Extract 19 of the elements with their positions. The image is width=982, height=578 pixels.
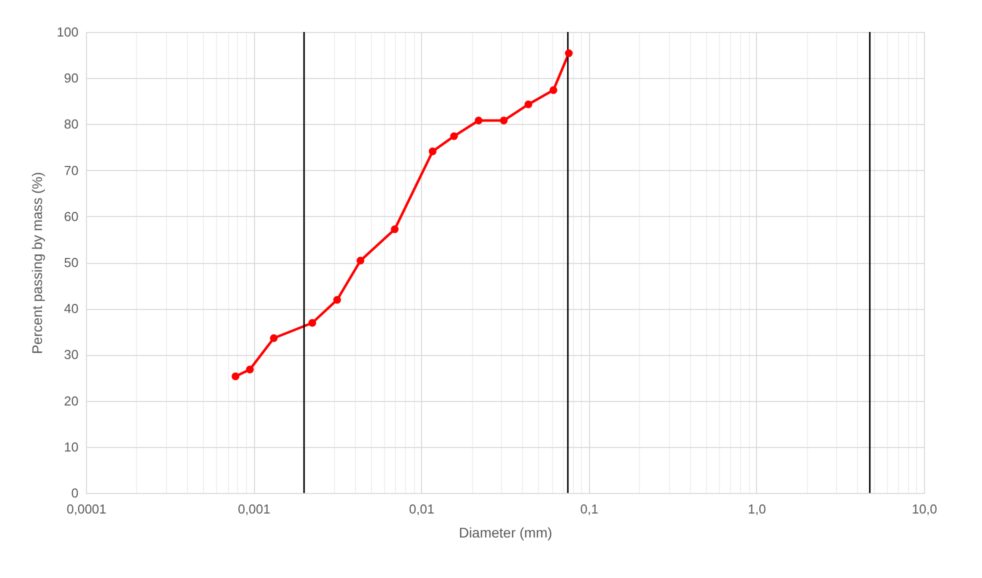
y-tick-label: 70 — [64, 162, 78, 178]
y-tick-label: 60 — [64, 208, 78, 224]
y-tick-label: 100 — [56, 24, 78, 40]
x-tick-label: 10,0 — [912, 502, 938, 516]
x-tick-label: 0,1 — [580, 502, 598, 516]
x-tick-label: 1,0 — [748, 502, 766, 516]
y-tick-label: 30 — [64, 347, 78, 362]
y-tick-label: 50 — [64, 255, 78, 270]
y-tick-label: 20 — [64, 393, 78, 408]
x-tick-label: 0,01 — [409, 502, 434, 516]
x-tick-label: 0,001 — [238, 502, 270, 516]
y-tick-label: 90 — [64, 70, 78, 86]
y-tick-label: 10 — [64, 439, 78, 454]
y-tick-label: 40 — [64, 301, 78, 316]
y-tick-label: 80 — [64, 116, 78, 132]
y-tick-label: 0 — [71, 486, 78, 500]
x-tick-label: 0,0001 — [66, 502, 106, 516]
y-axis-title: Percent passing by mass (%) — [28, 172, 45, 354]
x-axis-title: Diameter (mm) — [458, 524, 552, 540]
